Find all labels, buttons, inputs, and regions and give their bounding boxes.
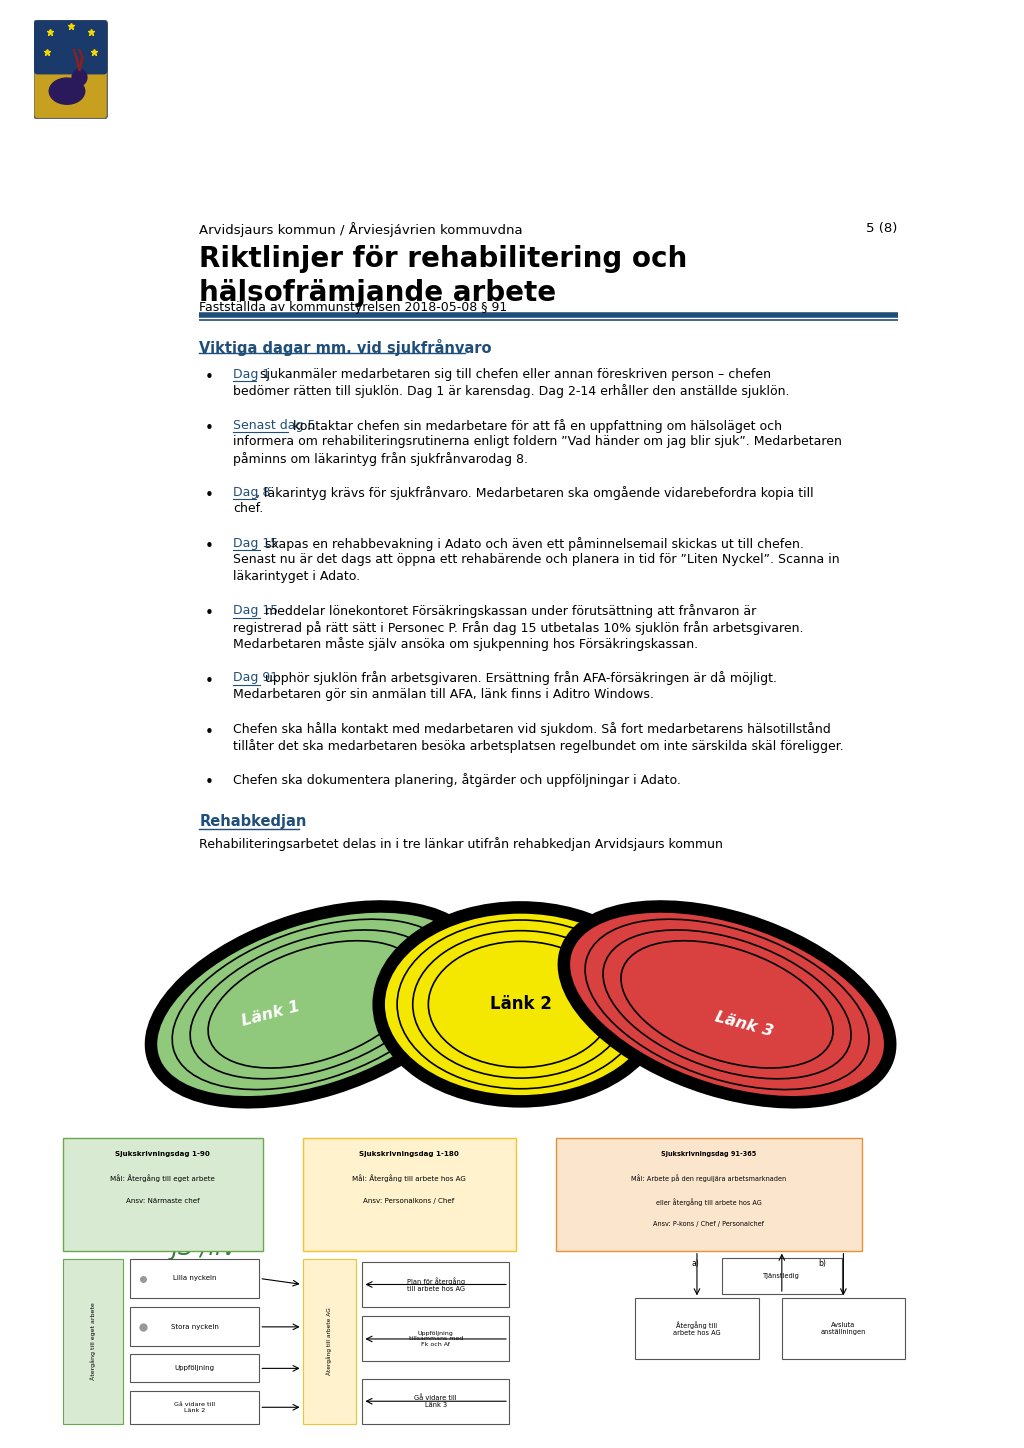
Text: Sjukskrivningsdag 91-365: Sjukskrivningsdag 91-365 [660,1151,757,1157]
Text: sjukanmäler medarbetaren sig till chefen eller annan föreskriven person – chefen: sjukanmäler medarbetaren sig till chefen… [256,368,771,381]
Text: Tjänstledig: Tjänstledig [763,1273,801,1279]
Text: Rehabkedjan: Rehabkedjan [200,814,307,830]
Text: Senast dag 5: Senast dag 5 [232,418,315,432]
Text: Lilla nyckeln: Lilla nyckeln [173,1276,216,1281]
Text: Senast nu är det dags att öppna ett rehabärende och planera in tid för ”Liten Ny: Senast nu är det dags att öppna ett reha… [232,553,840,566]
Text: chef.: chef. [232,502,263,515]
Text: •: • [205,775,213,791]
Text: Rehabiliteringsarbetet delas in i tre länkar utifrån rehabkedjan Arvidsjaurs kom: Rehabiliteringsarbetet delas in i tre lä… [200,837,723,851]
FancyBboxPatch shape [129,1354,259,1383]
Text: registrerad på rätt sätt i Personec P. Från dag 15 utbetalas 10% sjuklön från ar: registrerad på rätt sätt i Personec P. F… [232,621,803,634]
Text: informera om rehabiliteringsrutinerna enligt foldern ”Vad händer om jag blir sju: informera om rehabiliteringsrutinerna en… [232,434,842,447]
Text: Mål: Återgång till arbete hos AG: Mål: Återgång till arbete hos AG [352,1174,466,1183]
Text: skapas en rehabbevakning i Adato och även ett påminnelsemail skickas ut till che: skapas en rehabbevakning i Adato och äve… [261,537,804,550]
FancyBboxPatch shape [129,1260,259,1299]
Text: Ansv: Personalkons / Chef: Ansv: Personalkons / Chef [364,1197,455,1203]
FancyBboxPatch shape [129,1308,259,1345]
Text: Dag 8: Dag 8 [232,487,270,500]
Text: •: • [205,539,213,555]
Text: Återgång till arbete AG: Återgång till arbete AG [327,1308,332,1376]
Text: Chefen ska hålla kontakt med medarbetaren vid sjukdom. Så fort medarbetarens häl: Chefen ska hålla kontakt med medarbetare… [232,723,830,736]
Text: JS /llV: JS /llV [172,1235,239,1260]
Text: Avsluta
anställningen: Avsluta anställningen [820,1322,866,1335]
Text: •: • [205,607,213,621]
Text: Dag 15: Dag 15 [232,604,278,617]
Text: bedömer rätten till sjuklön. Dag 1 är karensdag. Dag 2-14 erhåller den anställde: bedömer rätten till sjuklön. Dag 1 är ka… [232,384,790,398]
Text: Arvidsjaurs kommun / Årviesjávrien kommuvdna: Arvidsjaurs kommun / Årviesjávrien kommu… [200,222,523,236]
Text: 5 (8): 5 (8) [866,222,898,235]
Text: Mål: Arbete på den reguljära arbetsmarknaden: Mål: Arbete på den reguljära arbetsmarkn… [631,1174,786,1183]
Ellipse shape [72,68,88,87]
Text: Uppföljning: Uppföljning [175,1365,215,1371]
Text: b): b) [818,1260,825,1268]
Text: Riktlinjer för rehabilitering och
hälsofrämjande arbete: Riktlinjer för rehabilitering och hälsof… [200,245,688,307]
Ellipse shape [379,908,663,1102]
Text: •: • [205,371,213,385]
Text: Återgång till
arbete hos AG: Återgång till arbete hos AG [673,1321,721,1337]
Text: Återgång till eget arbete: Återgång till eget arbete [90,1303,96,1380]
Text: upphör sjuklön från arbetsgivaren. Ersättning från AFA-försäkringen är då möjlig: upphör sjuklön från arbetsgivaren. Ersät… [261,672,777,685]
Text: Chefen ska dokumentera planering, åtgärder och uppföljningar i Adato.: Chefen ska dokumentera planering, åtgärd… [232,773,681,788]
Text: •: • [205,488,213,502]
Text: Dag 91: Dag 91 [232,672,278,685]
FancyBboxPatch shape [303,1138,516,1251]
Text: , läkarintyg krävs för sjukfrånvaro. Medarbetaren ska omgående vidarebefordra ko: , läkarintyg krävs för sjukfrånvaro. Med… [256,487,814,500]
Text: Dag 15: Dag 15 [232,537,278,550]
Text: Plan för återgång
till arbete hos AG: Plan för återgång till arbete hos AG [407,1277,465,1292]
Text: •: • [205,724,213,740]
Text: Ansv: Närmaste chef: Ansv: Närmaste chef [126,1197,200,1203]
Text: Länk 3: Länk 3 [714,1009,775,1040]
Text: •: • [205,673,213,689]
Text: Gå vidare till
Länk 3: Gå vidare till Länk 3 [415,1394,457,1407]
Ellipse shape [564,906,890,1102]
FancyBboxPatch shape [362,1378,509,1423]
Text: kontaktar chefen sin medarbetare för att få en uppfattning om hälsoläget och: kontaktar chefen sin medarbetare för att… [289,418,782,433]
Text: läkarintyget i Adato.: läkarintyget i Adato. [232,571,359,582]
Text: meddelar lönekontoret Försäkringskassan under förutsättning att frånvaron är: meddelar lönekontoret Försäkringskassan … [261,604,757,618]
Text: Fastställda av kommunstyrelsen 2018-05-08 § 91: Fastställda av kommunstyrelsen 2018-05-0… [200,301,508,314]
Text: a): a) [691,1260,699,1268]
FancyBboxPatch shape [34,20,108,119]
Text: påminns om läkarintyg från sjukfrånvarodag 8.: påminns om läkarintyg från sjukfrånvarod… [232,452,527,466]
FancyBboxPatch shape [556,1138,862,1251]
Ellipse shape [151,906,477,1102]
Text: Dag 1: Dag 1 [232,368,270,381]
FancyBboxPatch shape [362,1316,509,1361]
Text: Sjukskrivningsdag 1-90: Sjukskrivningsdag 1-90 [116,1151,210,1157]
FancyBboxPatch shape [63,1138,262,1251]
Text: Medarbetaren gör sin anmälan till AFA, länk finns i Aditro Windows.: Medarbetaren gör sin anmälan till AFA, l… [232,688,653,701]
Text: Uppföljning
tillsammans med
Fk och Af: Uppföljning tillsammans med Fk och Af [409,1331,463,1347]
Text: Länk 1: Länk 1 [241,999,302,1030]
Text: Gå vidare till
Länk 2: Gå vidare till Länk 2 [174,1402,215,1413]
FancyBboxPatch shape [722,1258,842,1295]
Text: Viktiga dagar mm. vid sjukfrånvaro: Viktiga dagar mm. vid sjukfrånvaro [200,339,492,356]
Text: •: • [205,421,213,436]
FancyBboxPatch shape [362,1263,509,1308]
Text: Stora nyckeln: Stora nyckeln [171,1323,219,1329]
Text: Mål: Återgång till eget arbete: Mål: Återgång till eget arbete [111,1174,215,1183]
FancyBboxPatch shape [303,1260,356,1423]
FancyBboxPatch shape [782,1299,905,1358]
Ellipse shape [48,77,85,104]
Text: tillåter det ska medarbetaren besöka arbetsplatsen regelbundet om inte särskilda: tillåter det ska medarbetaren besöka arb… [232,738,844,753]
Text: eller återgång till arbete hos AG: eller återgång till arbete hos AG [655,1197,762,1206]
FancyBboxPatch shape [129,1392,259,1423]
Text: Medarbetaren måste själv ansöka om sjukpenning hos Försäkringskassan.: Medarbetaren måste själv ansöka om sjukp… [232,637,698,652]
FancyBboxPatch shape [34,20,108,74]
FancyBboxPatch shape [635,1299,759,1358]
Text: Sjukskrivningsdag 1-180: Sjukskrivningsdag 1-180 [359,1151,459,1157]
Text: Länk 2: Länk 2 [489,995,552,1014]
FancyBboxPatch shape [63,1260,123,1423]
Text: Ansv: P-kons / Chef / Personalchef: Ansv: P-kons / Chef / Personalchef [653,1221,764,1228]
